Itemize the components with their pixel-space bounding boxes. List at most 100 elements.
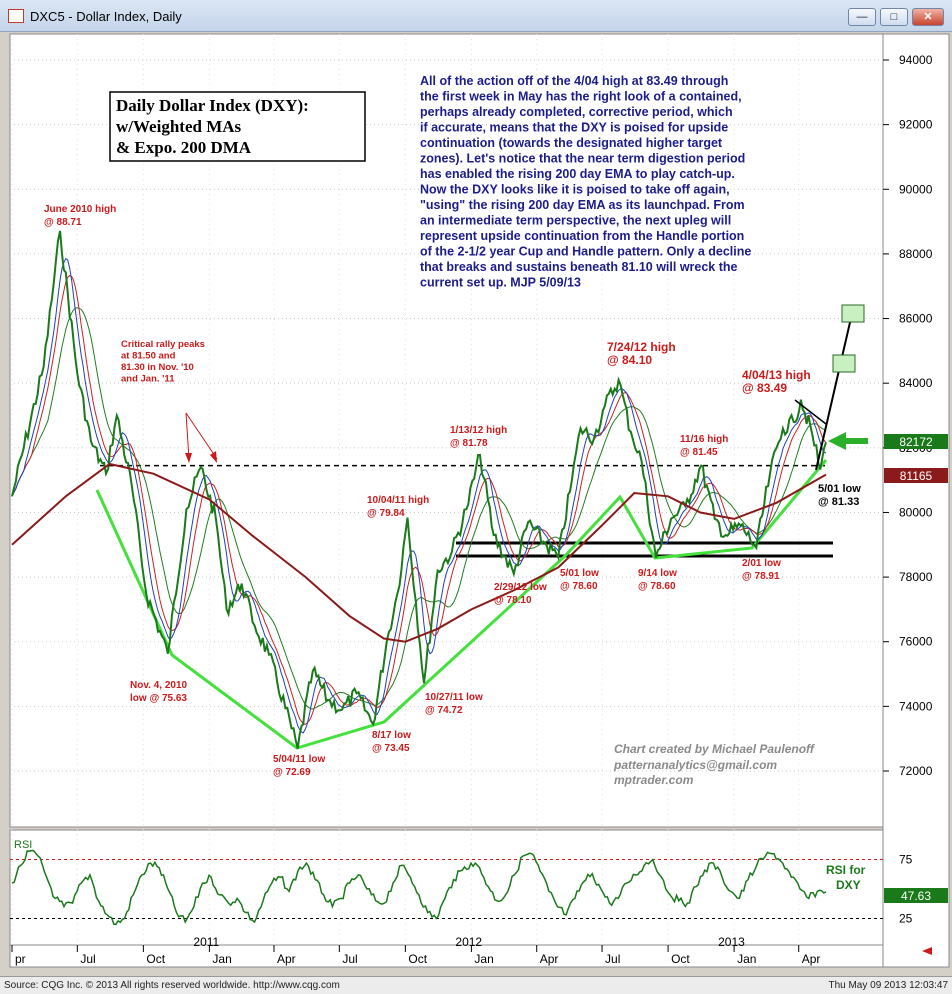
- price-line[interactable]: [11, 230, 827, 749]
- minimize-button[interactable]: —: [848, 8, 876, 26]
- annotation-10-line-1: @ 84.10: [607, 353, 652, 367]
- commentary-line-8: "using" the rising 200 day EMA as its la…: [420, 198, 745, 212]
- credit-line-1: Chart created by Michael Paulenoff: [614, 742, 815, 756]
- rally-peak-pointer-1: [185, 412, 190, 460]
- title-line-3: & Expo. 200 DMA: [116, 138, 252, 157]
- y-tick-label-10: 74000: [899, 699, 933, 713]
- annotation-1-line-2: 81.30 in Nov. '10: [121, 362, 194, 373]
- rsi-value-flag: 47.63: [884, 888, 948, 903]
- annotation-3-line-0: 5/04/11 low: [273, 754, 325, 765]
- status-source: Source: CQG Inc. © 2013 All rights reser…: [4, 980, 340, 991]
- ema200-line: [11, 462, 827, 643]
- annotation-2-line-0: Nov. 4, 2010: [130, 680, 188, 691]
- credit-line-3: mptrader.com: [614, 773, 694, 787]
- annotation-15-line-1: @ 81.33: [818, 496, 859, 508]
- commentary-line-6: has enabled the rising 200 day EMA to pl…: [420, 167, 735, 181]
- annotations: June 2010 high @ 88.71 Critical rally peak…: [44, 204, 861, 778]
- commentary-line-3: if accurate, means that the DXY is poise…: [420, 121, 728, 135]
- commentary-line-1: the first week in May has the right look…: [420, 90, 742, 104]
- annotation-7-line-0: 1/13/12 high: [450, 425, 507, 436]
- last-price-flag: 82172: [884, 434, 948, 449]
- rsi-panel-label: RSI: [14, 839, 32, 851]
- maximize-button[interactable]: □: [880, 8, 908, 26]
- target-zone-box-1[interactable]: [832, 354, 856, 373]
- rally-peak-arrow-icon-2: [210, 451, 217, 463]
- commentary-line-4: continuation (towards the designated hig…: [420, 136, 723, 150]
- pullback-line: [794, 399, 827, 425]
- x-tick-label-5: Jul: [342, 952, 357, 966]
- y-tick-label-0: 94000: [899, 53, 933, 67]
- title-line-1: Daily Dollar Index (DXY):: [116, 96, 309, 115]
- commentary-line-2: perhaps already completed, corrective pe…: [420, 105, 733, 119]
- status-timestamp: Thu May 09 2013 12:03:47: [828, 980, 948, 991]
- x-tick-label-9: Jul: [605, 952, 620, 966]
- annotation-14-line-0: 4/04/13 high: [742, 368, 811, 382]
- commentary-line-13: current set up. MJP 5/09/13: [420, 276, 581, 290]
- price-axis-labels: 9400092000900008800086000840008200080000…: [883, 53, 933, 778]
- annotation-12-line-0: 11/16 high: [680, 434, 728, 445]
- annotation-15-line-0: 5/01 low: [818, 483, 861, 495]
- price-grid: [10, 34, 883, 945]
- annotation-3-line-1: @ 72.69: [273, 767, 311, 778]
- time-axis-labels: pr Jul Oct Jan Apr Jul Oct Jan Apr Jul Oct Jan Apr 20…: [11, 935, 821, 966]
- price-panel[interactable]: [9, 33, 884, 828]
- annotation-11-line-1: @ 78.60: [638, 581, 676, 592]
- x-tick-label-2: Oct: [146, 952, 165, 966]
- rsi-series-label-2: DXY: [836, 878, 861, 892]
- annotation-10-line-0: 7/24/12 high: [607, 340, 676, 354]
- year-label-2: 2013: [718, 935, 745, 949]
- year-label-0: 2011: [193, 935, 219, 949]
- annotation-8-line-0: 2/29/12 low: [494, 582, 547, 593]
- value-axis-panel: [882, 33, 950, 968]
- rsi-line[interactable]: [11, 849, 827, 926]
- annotation-6-line-0: 10/27/11 low: [425, 692, 483, 703]
- weighted-ma-slow: [11, 307, 827, 710]
- title-line-2: w/Weighted MAs: [116, 117, 242, 136]
- y-tick-label-2: 90000: [899, 182, 933, 196]
- x-tick-label-0: pr: [15, 952, 26, 966]
- commentary-line-11: of the 2-1/2 year Cup and Handle pattern…: [420, 245, 751, 259]
- x-tick-label-6: Oct: [408, 952, 427, 966]
- annotation-12-line-1: @ 81.45: [680, 447, 718, 458]
- x-tick-label-11: Jan: [737, 952, 756, 966]
- commentary-line-9: an intermediate term perspective, the ne…: [420, 214, 731, 228]
- x-tick-label-10: Oct: [671, 952, 690, 966]
- annotation-1-line-3: and Jan. '11: [121, 374, 175, 385]
- commentary-line-7: Now the DXY looks like it is poised to t…: [420, 183, 730, 197]
- annotation-1-line-1: at 81.50 and: [121, 351, 176, 362]
- annotation-2-line-1: low @ 75.63: [130, 693, 187, 704]
- x-tick-label-3: Jan: [212, 952, 231, 966]
- commentary-text: All of the action off of the 4/04 high a…: [420, 74, 751, 290]
- rsi-series-label-1: RSI for: [826, 863, 866, 877]
- annotation-11-line-0: 9/14 low: [638, 568, 677, 579]
- target-zone-box-2[interactable]: [841, 304, 865, 323]
- annotation-8-line-1: @ 78.10: [494, 595, 532, 606]
- title-box: Daily Dollar Index (DXY): w/Weighted MAs…: [109, 91, 366, 162]
- window-titlebar: DXC5 - Dollar Index, Daily — □ ✕: [0, 0, 952, 32]
- annotation-5-line-1: @ 79.84: [367, 508, 405, 519]
- credit-line-2: patternanalytics@gmail.com: [613, 758, 777, 772]
- ema-value-label: 81165: [900, 469, 933, 483]
- y-tick-label-1: 92000: [899, 118, 933, 132]
- rsi-panel[interactable]: [9, 829, 884, 946]
- ema-value-flag: 81165: [884, 468, 948, 483]
- status-bar: Source: CQG Inc. © 2013 All rights reser…: [0, 976, 952, 994]
- year-label-1: 2012: [455, 935, 482, 949]
- window-title: DXC5 - Dollar Index, Daily: [30, 9, 182, 24]
- x-tick-label-12: Apr: [802, 952, 821, 966]
- annotation-0-line-1: @ 88.71: [44, 217, 82, 228]
- close-button[interactable]: ✕: [912, 8, 944, 26]
- y-tick-label-7: 80000: [899, 505, 933, 519]
- rsi-grid: 75 25: [899, 853, 913, 926]
- last-price-label: 82172: [899, 435, 933, 449]
- rsi-tick-label-1: 25: [899, 911, 913, 925]
- x-tick-label-4: Apr: [277, 952, 296, 966]
- annotation-7-line-1: @ 81.78: [450, 438, 488, 449]
- annotation-13-line-0: 2/01 low: [742, 558, 781, 569]
- x-tick-label-8: Apr: [540, 952, 559, 966]
- annotation-4-line-1: @ 73.45: [372, 743, 410, 754]
- commentary-line-12: that breaks and sustains beneath 81.10 w…: [420, 260, 738, 274]
- app-icon: [8, 9, 24, 23]
- scroll-marker-icon[interactable]: [922, 947, 932, 955]
